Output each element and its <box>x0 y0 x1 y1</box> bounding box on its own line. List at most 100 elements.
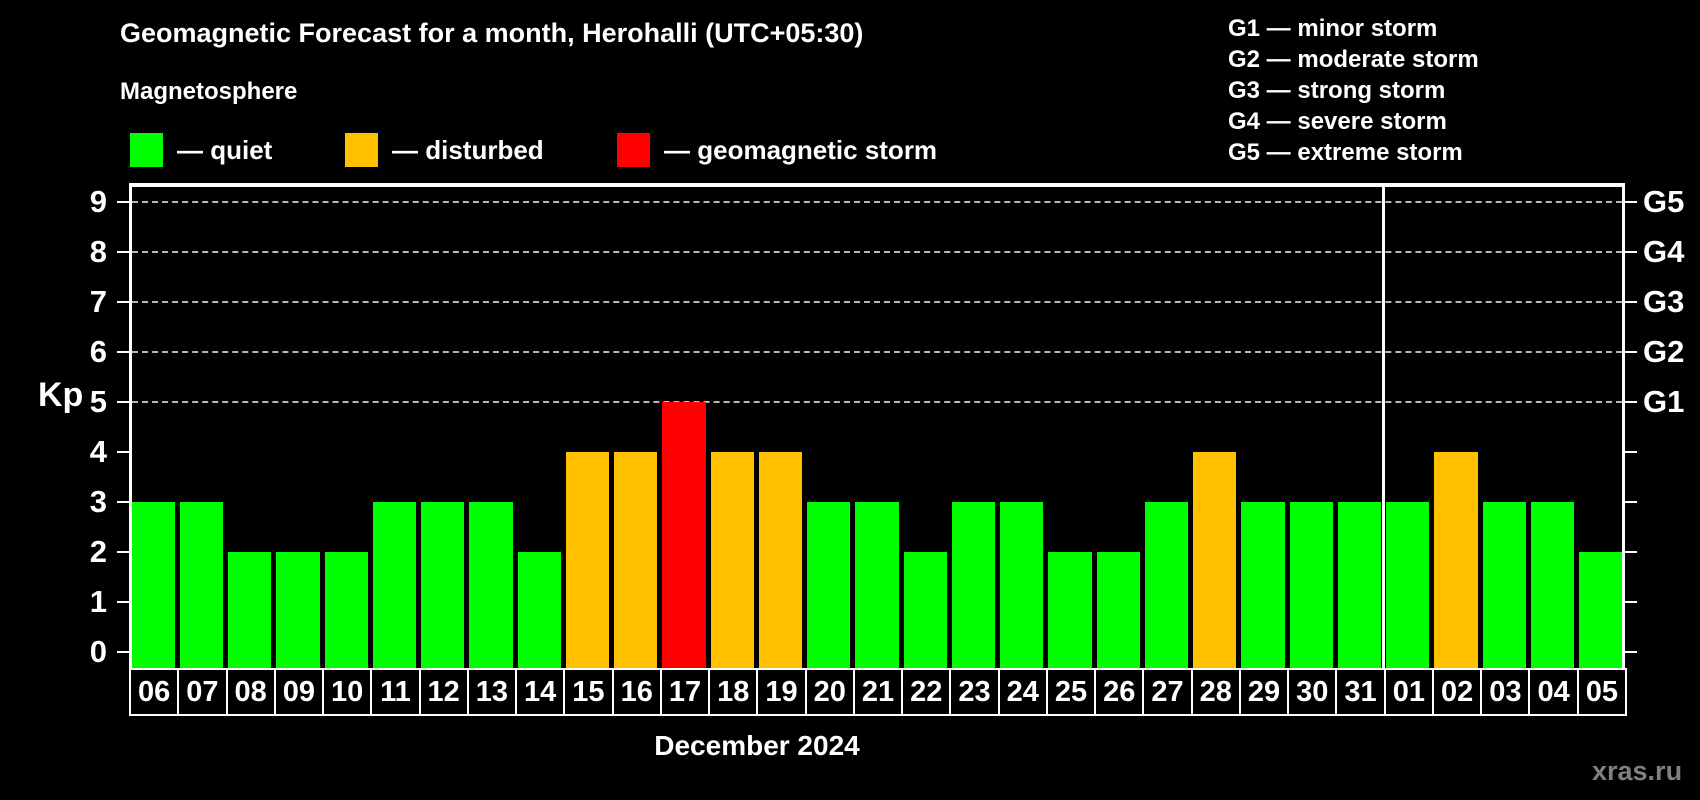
legend-item-disturbed: — disturbed <box>345 132 544 168</box>
y-tick-right-5 <box>1625 401 1637 403</box>
magnetosphere-label: Magnetosphere <box>120 78 298 105</box>
bar-day-28 <box>1193 452 1237 668</box>
y-tick-left-7 <box>117 301 129 303</box>
x-label-12: 12 <box>418 668 469 716</box>
y-tick-left-1 <box>117 601 129 603</box>
y-tick-label-8: 8 <box>89 234 107 269</box>
x-label-02: 02 <box>1431 668 1483 716</box>
y-tick-left-0 <box>117 651 129 653</box>
bar-day-25 <box>1048 552 1092 668</box>
storm-scale-legend-line-1: G1 — minor storm <box>1228 15 1438 42</box>
y-tick-label-5: 5 <box>89 384 107 419</box>
g-scale-label-G3: G3 <box>1643 284 1685 319</box>
bar-day-06 <box>131 502 175 668</box>
plot-area: 0 1 2 3 4 5 G1 6 G2 7 G3 8 G4 9 G5 <box>90 183 1684 669</box>
y-tick-left-8 <box>117 251 129 253</box>
gridline-kp-7 <box>132 301 1622 303</box>
x-label-15: 15 <box>563 668 614 716</box>
x-label-23: 23 <box>949 668 1000 716</box>
y-tick-right-2 <box>1625 551 1637 553</box>
x-label-17: 17 <box>659 668 711 716</box>
month-separator-line <box>1382 183 1386 668</box>
legend-item-quiet: — quiet <box>130 132 272 168</box>
y-tick-right-4 <box>1625 451 1637 453</box>
y-axis-label: Kp <box>38 376 84 414</box>
x-label-14: 14 <box>515 668 566 716</box>
x-label-07: 07 <box>177 668 228 716</box>
bar-day-04 <box>1530 502 1575 668</box>
y-tick-left-5 <box>117 401 129 403</box>
y-tick-left-4 <box>117 451 129 453</box>
bar-day-08 <box>228 552 272 668</box>
y-tick-left-6 <box>117 351 129 353</box>
x-label-29: 29 <box>1238 668 1290 716</box>
bar-day-02 <box>1434 452 1478 668</box>
watermark: xras.ru <box>1592 756 1683 786</box>
x-label-10: 10 <box>322 668 373 716</box>
g-scale-label-G5: G5 <box>1643 184 1685 219</box>
plot-border-right <box>1622 183 1625 668</box>
gridline-kp-9 <box>132 201 1622 203</box>
y-tick-label-3: 3 <box>89 484 107 519</box>
x-axis-day-labels: 06 07 08 09 10 11 12 13 14 15 16 17 18 19 20 21 22 23 24 25… <box>129 668 1627 716</box>
bar-day-22 <box>903 552 947 668</box>
bar-day-18 <box>710 452 754 668</box>
x-label-05: 05 <box>1576 668 1627 716</box>
quiet-color-swatch <box>130 133 163 167</box>
bar-day-01 <box>1386 502 1430 668</box>
x-label-03: 03 <box>1480 668 1531 716</box>
x-label-11: 11 <box>370 668 421 716</box>
bar-day-05 <box>1579 552 1623 668</box>
y-tick-label-1: 1 <box>89 584 107 619</box>
y-tick-label-0: 0 <box>89 634 107 669</box>
g-scale-label-G4: G4 <box>1643 234 1685 269</box>
y-tick-right-6 <box>1625 351 1637 353</box>
bar-day-15 <box>565 452 610 668</box>
x-label-19: 19 <box>756 668 807 716</box>
storm-color-swatch <box>617 133 650 167</box>
disturbed-color-swatch <box>345 133 378 167</box>
y-tick-right-0 <box>1625 651 1637 653</box>
g-scale-label-G2: G2 <box>1643 334 1685 369</box>
storm-scale-legend-line-5: G5 — extreme storm <box>1228 139 1463 166</box>
x-label-08: 08 <box>225 668 276 716</box>
storm-scale-legend-line-3: G3 — strong storm <box>1228 77 1446 104</box>
x-label-28: 28 <box>1190 668 1241 716</box>
bar-day-13 <box>469 502 513 668</box>
storm-scale-legend-line-4: G4 — severe storm <box>1228 108 1447 135</box>
gridline-kp-6 <box>132 351 1622 353</box>
plot-border-left <box>129 183 132 668</box>
y-tick-label-4: 4 <box>89 434 107 469</box>
x-label-01: 01 <box>1383 668 1434 716</box>
y-tick-right-1 <box>1625 601 1637 603</box>
y-tick-right-8 <box>1625 251 1637 253</box>
bar-day-10 <box>324 552 368 668</box>
storm-scale-legend: G1 — minor storm G2 — moderate storm G3 — … <box>1228 13 1479 168</box>
x-label-25: 25 <box>1045 668 1097 716</box>
x-label-24: 24 <box>997 668 1048 716</box>
bar-day-17 <box>662 402 706 668</box>
bar-day-26 <box>1096 552 1140 668</box>
bar-day-09 <box>276 552 320 668</box>
legend-item-storm: — geomagnetic storm <box>617 132 937 168</box>
bar-day-20 <box>807 502 851 668</box>
y-tick-label-2: 2 <box>89 534 107 569</box>
y-tick-label-9: 9 <box>89 184 107 219</box>
bar-day-23 <box>951 502 996 668</box>
y-tick-right-9 <box>1625 201 1637 203</box>
bar-day-03 <box>1482 502 1526 668</box>
chart-title: Geomagnetic Forecast for a month, Heroha… <box>120 18 864 48</box>
x-label-06: 06 <box>129 668 180 716</box>
storm-scale-legend-line-2: G2 — moderate storm <box>1228 46 1479 73</box>
bar-day-11 <box>372 502 417 668</box>
x-label-27: 27 <box>1142 668 1193 716</box>
x-label-31: 31 <box>1335 668 1386 716</box>
bar-day-19 <box>758 452 803 668</box>
bar-day-24 <box>1000 502 1044 668</box>
bar-day-30 <box>1289 502 1333 668</box>
y-tick-label-6: 6 <box>89 334 107 369</box>
bar-day-27 <box>1144 502 1189 668</box>
month-label: December 2024 <box>654 730 860 761</box>
x-label-30: 30 <box>1287 668 1338 716</box>
bar-day-12 <box>421 502 465 668</box>
